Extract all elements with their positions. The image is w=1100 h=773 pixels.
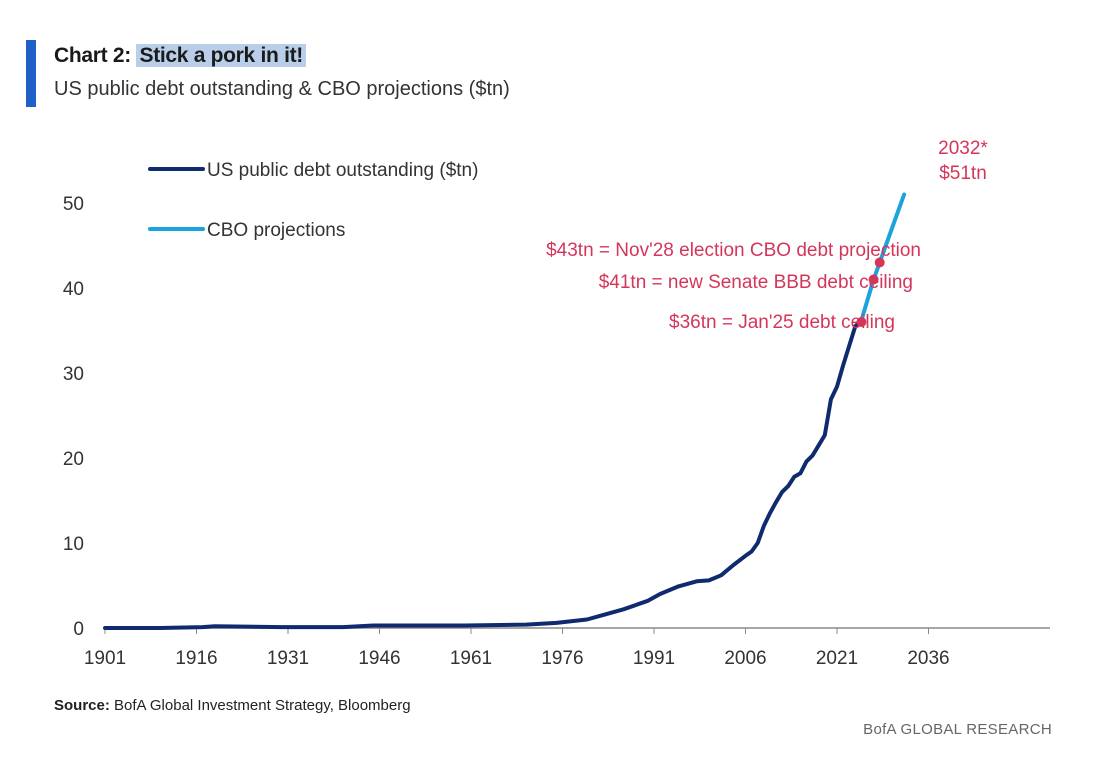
annotation-marker xyxy=(856,317,867,327)
chart-subtitle: US public debt outstanding & CBO project… xyxy=(54,78,510,100)
annotation-markers xyxy=(856,257,885,327)
annotation-label: $51tn xyxy=(939,163,987,184)
annotation-label: $41tn = new Senate BBB debt ceiling xyxy=(599,272,913,293)
title-highlight: Stick a pork in it! xyxy=(136,44,306,67)
cbo-projection-line xyxy=(859,192,907,323)
y-tick-label: 10 xyxy=(63,534,84,555)
annotation-label: $43tn = Nov'28 election CBO debt project… xyxy=(546,240,921,261)
y-tick-label: 30 xyxy=(63,364,84,385)
x-tick-label: 1991 xyxy=(633,648,675,669)
annotations: $43tn = Nov'28 election CBO debt project… xyxy=(546,138,988,333)
source-text: BofA Global Investment Strategy, Bloombe… xyxy=(114,697,411,714)
brand-footer: BofA GLOBAL RESEARCH xyxy=(863,721,1052,738)
x-tick-label: 1916 xyxy=(175,648,217,669)
legend-label: CBO projections xyxy=(207,220,345,241)
source-label: Source: xyxy=(54,697,110,714)
x-tick-label: 1931 xyxy=(267,648,309,669)
x-tick-label: 2021 xyxy=(816,648,858,669)
x-tick-label: 2036 xyxy=(907,648,949,669)
annotation-label: $36tn = Jan'25 debt ceiling xyxy=(669,312,895,333)
y-tick-label: 0 xyxy=(73,619,84,640)
y-tick-label: 50 xyxy=(63,194,84,215)
annotation-marker xyxy=(874,257,885,268)
series-lines xyxy=(103,192,907,630)
legend: US public debt outstanding ($tn) CBO proj… xyxy=(148,160,478,241)
y-tick-label: 20 xyxy=(63,449,84,470)
debt-series-line xyxy=(103,318,864,630)
source-note: Source: BofA Global Investment Strategy,… xyxy=(54,697,411,714)
x-tick-label: 1946 xyxy=(358,648,400,669)
y-tick-label: 40 xyxy=(63,279,84,300)
axes: 1901 1916 1931 1946 1961 1976 1991 2006 2021 2036… xyxy=(63,194,1050,669)
chart-title: Chart 2: Stick a pork in it! xyxy=(54,44,306,68)
x-tick-label: 1976 xyxy=(541,648,583,669)
x-tick-label: 2006 xyxy=(724,648,766,669)
accent-bar xyxy=(26,40,36,107)
annotation-label: 2032* xyxy=(938,138,988,159)
annotation-marker xyxy=(868,274,879,285)
legend-label: US public debt outstanding ($tn) xyxy=(207,160,478,181)
x-tick-label: 1961 xyxy=(450,648,492,669)
title-prefix: Chart 2: xyxy=(54,44,137,67)
x-tick-label: 1901 xyxy=(84,648,126,669)
